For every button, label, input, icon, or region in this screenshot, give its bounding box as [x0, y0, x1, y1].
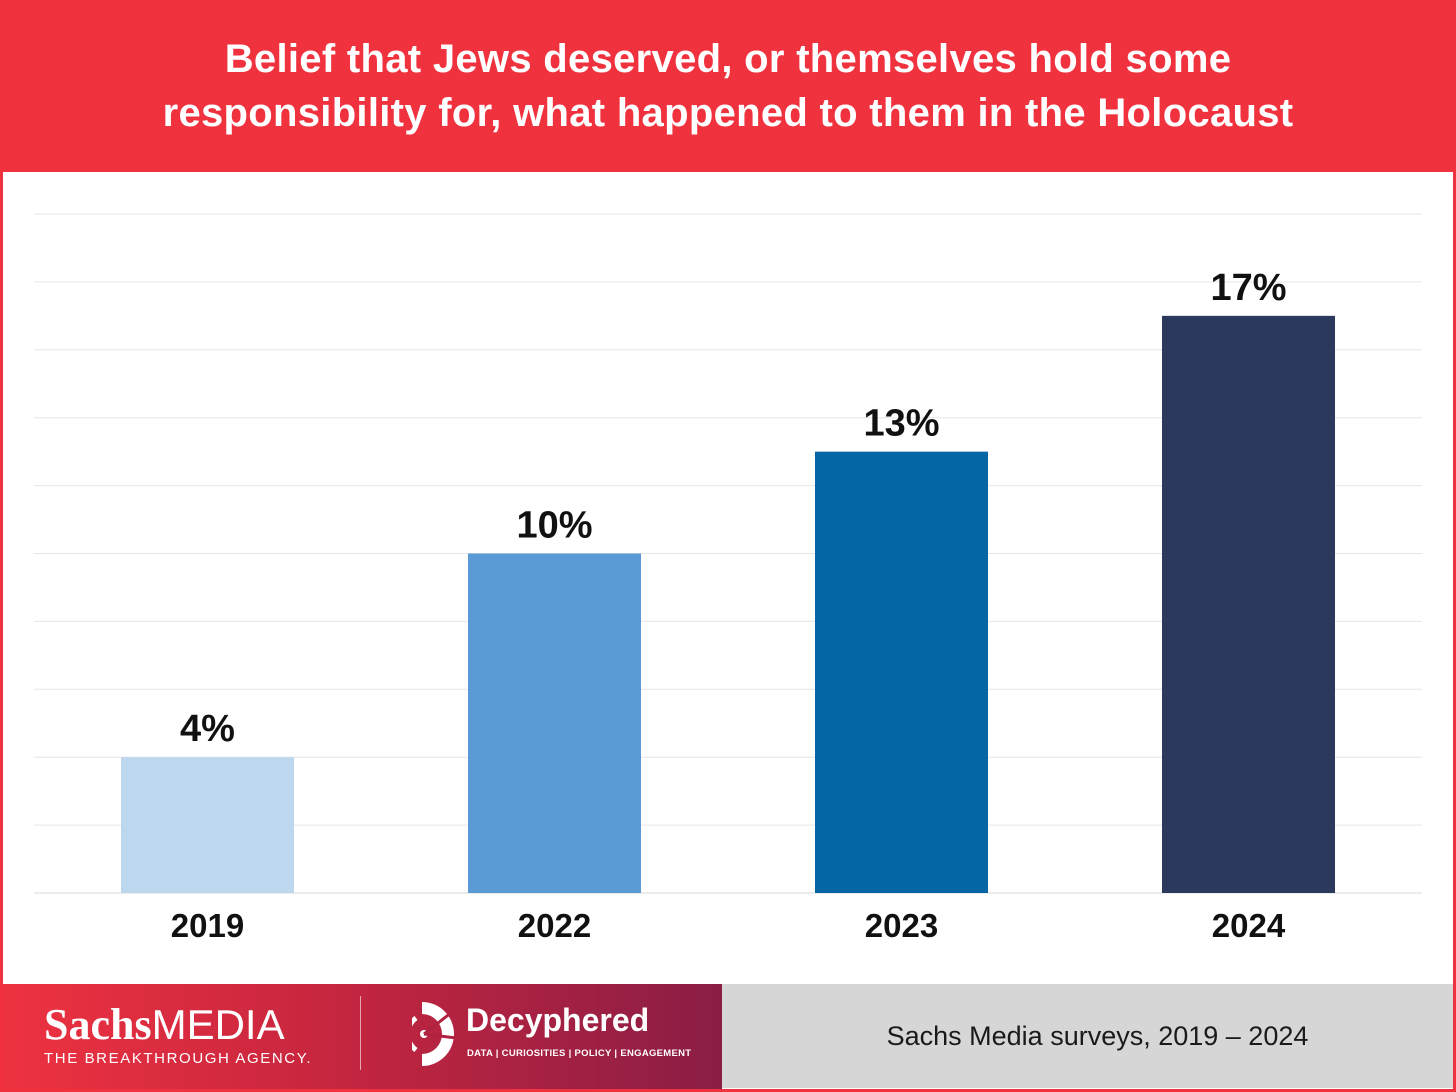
- data-label-2019: 4%: [180, 708, 235, 750]
- sachs-tagline: THE BREAKTHROUGH AGENCY.: [44, 1050, 313, 1067]
- data-label-2023: 13%: [863, 403, 939, 445]
- logo-divider: [360, 996, 361, 1070]
- title-banner: Belief that Jews deserved, or themselves…: [0, 0, 1456, 172]
- source-note: Sachs Media surveys, 2019 – 2024: [886, 1020, 1309, 1051]
- chart-title-line-2: responsibility for, what happened to the…: [162, 91, 1294, 135]
- x-tick-label-2023: 2023: [865, 907, 938, 944]
- data-label-2022: 10%: [516, 505, 592, 547]
- x-tick-label-2024: 2024: [1212, 907, 1286, 944]
- media-logo-word: MEDIA: [151, 1001, 285, 1048]
- bar-2022: [468, 553, 641, 893]
- footer-logos: SachsMEDIA THE BREAKTHROUGH AGENCY. Decy…: [0, 984, 722, 1090]
- bar-chart: 4% 2019 10% 2022 13% 2023 17% 2024: [34, 213, 1422, 944]
- bar-2023: [815, 451, 988, 893]
- bar-2019: [121, 757, 294, 893]
- decyphered-mark-icon: [412, 1002, 457, 1066]
- source-panel: Sachs Media surveys, 2019 – 2024: [722, 984, 1453, 1088]
- footer: SachsMEDIA THE BREAKTHROUGH AGENCY. Decy…: [0, 984, 1456, 1092]
- sachs-media-logo: SachsMEDIA THE BREAKTHROUGH AGENCY.: [44, 1000, 313, 1068]
- decyphered-tagline: DATA | CURIOSITIES | POLICY | ENGAGEMENT: [467, 1048, 692, 1059]
- chart-title-line-1: Belief that Jews deserved, or themselves…: [224, 37, 1232, 81]
- data-label-2024: 17%: [1210, 267, 1286, 309]
- decyphered-logo-word: Decyphered: [466, 1002, 650, 1038]
- x-tick-label-2019: 2019: [171, 907, 244, 944]
- sachs-logo-word: Sachs: [44, 1000, 152, 1049]
- bar-2024: [1162, 315, 1335, 894]
- x-tick-label-2022: 2022: [518, 907, 591, 944]
